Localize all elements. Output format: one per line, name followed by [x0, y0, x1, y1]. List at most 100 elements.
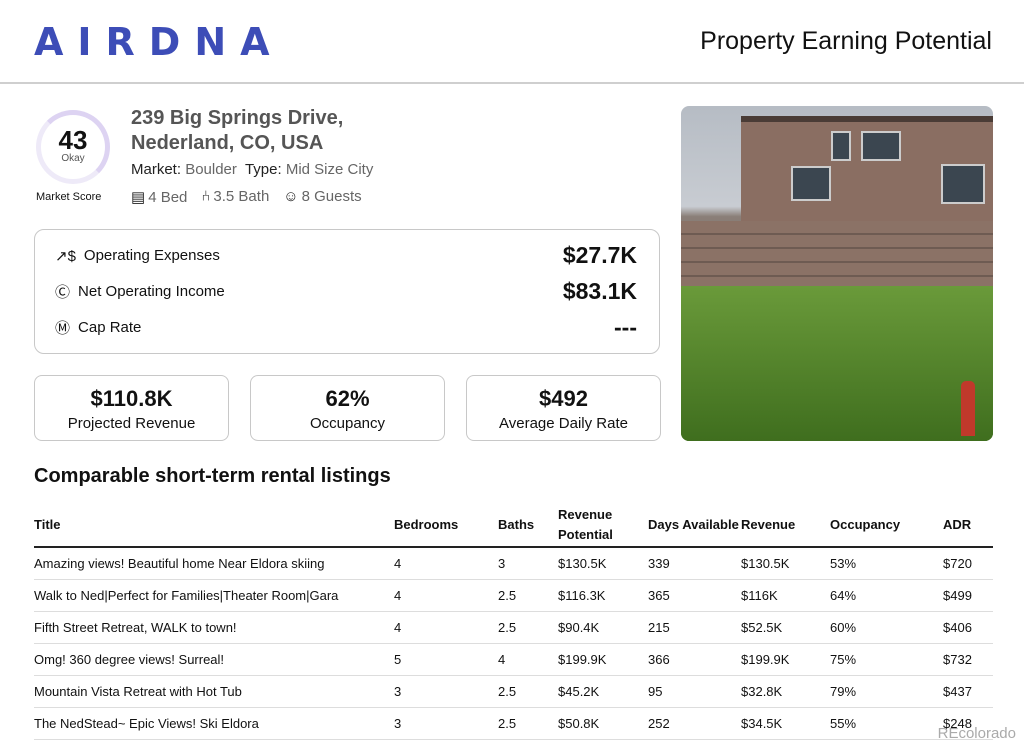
table-row: Mountain Vista Retreat with Hot Tub 3 2.5 $… — [34, 675, 993, 708]
page-title: Property Earning Potential — [700, 27, 992, 55]
window — [831, 131, 851, 161]
table-cell: 75% — [830, 643, 943, 676]
table-cell: 4 — [394, 611, 498, 644]
table-cell: Mountain Vista Retreat with Hot Tub — [34, 675, 394, 708]
table-row: The NedStead~ Epic Views! Ski Eldora 3 2.5… — [34, 707, 993, 740]
property-address: 239 Big Springs Drive, Nederland, CO, US… — [131, 106, 343, 156]
table-row: Walk to Ned|Perfect for Families|Theater… — [34, 579, 993, 612]
financial-value: $27.7K — [562, 242, 637, 268]
table-cell: $32.8K — [741, 675, 830, 708]
chart-dollar-icon: ↗$ — [55, 247, 76, 265]
market-label: Market: — [131, 161, 182, 178]
card-projected-revenue: $110.8K Projected Revenue — [34, 375, 229, 441]
table-cell: 2.5 — [498, 611, 558, 644]
address-line1: 239 Big Springs Drive, — [131, 107, 344, 129]
comparables-table: Title Bedrooms Baths Revenue Potential Days … — [34, 503, 993, 740]
type-value: Mid Size City — [285, 161, 374, 178]
table-cell: 366 — [648, 643, 741, 676]
dollar-cycle-icon: Ⓒ — [55, 284, 71, 301]
guests: 8 Guests — [301, 188, 362, 205]
coins-icon: Ⓜ — [55, 320, 71, 337]
table-cell: Omg! 360 degree views! Surreal! — [34, 643, 394, 676]
column-header: Bedrooms — [394, 503, 498, 548]
table-cell: 64% — [830, 579, 943, 612]
table-cell: $116K — [741, 579, 830, 612]
table-cell: $130.5K — [558, 547, 648, 580]
financial-label: Cap Rate — [78, 319, 142, 336]
card-value: 62% — [325, 386, 370, 411]
market-score-rating: Okay — [61, 153, 85, 164]
table-cell: $34.5K — [741, 707, 830, 740]
table-cell: 365 — [648, 579, 741, 612]
financial-value: --- — [614, 314, 637, 340]
table-cell: 339 — [648, 547, 741, 580]
table-cell: 53% — [830, 547, 943, 580]
table-cell: 2.5 — [498, 675, 558, 708]
address-line2: Nederland, CO, USA — [131, 132, 324, 154]
table-cell: 3 — [394, 675, 498, 708]
market-value: Boulder — [185, 161, 237, 178]
window — [941, 164, 985, 204]
card-value: $110.8K — [90, 386, 173, 411]
table-cell: $116.3K — [558, 579, 648, 612]
table-cell: 2.5 — [498, 707, 558, 740]
market-score-label: Market Score — [36, 191, 102, 203]
column-header: Baths — [498, 503, 558, 548]
table-cell: 215 — [648, 611, 741, 644]
table-cell: Fifth Street Retreat, WALK to town! — [34, 611, 394, 644]
table-row: Omg! 360 degree views! Surreal! 5 4 $199.9K… — [34, 643, 993, 676]
card-label: Occupancy — [309, 415, 386, 432]
table-cell: $50.8K — [558, 707, 648, 740]
financial-value: $83.1K — [562, 278, 637, 304]
column-header: Revenue Potential — [558, 503, 648, 548]
table-cell: $406 — [943, 611, 993, 644]
table-cell: $199.9K — [558, 643, 648, 676]
table-cell: $52.5K — [741, 611, 830, 644]
window — [791, 166, 831, 201]
bed-icon: ▤ — [131, 189, 146, 206]
type-label: Type: — [244, 161, 282, 178]
table-cell: 60% — [830, 611, 943, 644]
column-header: Occupancy — [830, 503, 943, 548]
table-cell: Walk to Ned|Perfect for Families|Theater… — [34, 579, 394, 612]
fire-hydrant — [961, 381, 975, 436]
beds: 4 Bed — [148, 189, 188, 206]
market-score-ring: 43 Okay — [36, 110, 110, 184]
financial-row-noi: Ⓒ Net Operating Income $83.1K — [55, 278, 637, 305]
financial-row-operating-expenses: ↗$ Operating Expenses $27.7K — [55, 242, 637, 269]
property-meta: Market: Boulder Type: Mid Size City — [131, 161, 373, 178]
table-cell: 95 — [648, 675, 741, 708]
table-cell: 2.5 — [498, 579, 558, 612]
table-cell: 3 — [394, 707, 498, 740]
airdna-logo: AIRDNA — [34, 20, 284, 64]
recolorado-watermark: REcolorado — [937, 725, 1016, 742]
table-cell: 4 — [498, 643, 558, 676]
person-icon: ☺ — [283, 188, 299, 205]
table-cell: $130.5K — [741, 547, 830, 580]
card-adr: $492 Average Daily Rate — [466, 375, 661, 441]
card-label: Average Daily Rate — [499, 415, 628, 432]
financial-row-cap-rate: Ⓜ Cap Rate --- — [55, 314, 637, 341]
table-row: Amazing views! Beautiful home Near Eldor… — [34, 547, 993, 580]
table-cell: 4 — [394, 579, 498, 612]
table-cell: $199.9K — [741, 643, 830, 676]
financials-panel: ↗$ Operating Expenses $27.7K Ⓒ Net Operati… — [34, 229, 660, 354]
table-header: Title Bedrooms Baths Revenue Potential Days … — [34, 503, 993, 548]
property-photo — [681, 106, 993, 441]
financial-label: Net Operating Income — [78, 283, 225, 300]
table-cell: 4 — [394, 547, 498, 580]
table-cell: $248 — [943, 707, 993, 740]
baths: 3.5 Bath — [213, 188, 270, 205]
column-header: Title — [34, 503, 394, 548]
bathtub-icon: ⑃ — [201, 188, 211, 205]
table-row: Fifth Street Retreat, WALK to town! 4 2.5 $… — [34, 611, 993, 644]
market-score-value: 43 — [58, 125, 88, 155]
grass — [681, 286, 993, 441]
financial-label: Operating Expenses — [83, 247, 220, 264]
table-cell: $45.2K — [558, 675, 648, 708]
comparables-title: Comparable short-term rental listings — [34, 465, 391, 487]
table-cell: 79% — [830, 675, 943, 708]
table-cell: $437 — [943, 675, 993, 708]
card-label: Projected Revenue — [67, 415, 196, 432]
column-header: Days Available — [648, 503, 741, 548]
